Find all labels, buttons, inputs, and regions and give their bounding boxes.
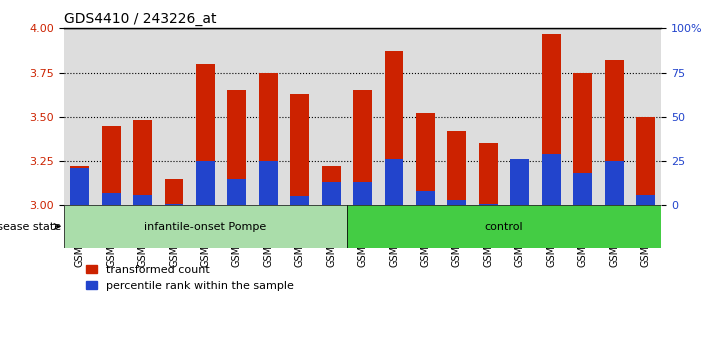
Bar [353,90,372,205]
Bar [385,51,403,205]
Bar [133,120,152,205]
Bar [290,94,309,205]
Bar [542,34,561,205]
Bar [102,193,121,205]
Bar [416,191,435,205]
FancyBboxPatch shape [64,205,347,248]
FancyBboxPatch shape [347,205,661,248]
Bar [604,161,624,205]
Bar [322,166,341,205]
Bar [322,182,341,205]
Text: infantile-onset Pompe: infantile-onset Pompe [144,222,267,232]
Bar [196,64,215,205]
Bar [510,159,529,205]
Bar [102,126,121,205]
Bar [228,179,246,205]
Bar [353,182,372,205]
Bar [70,168,89,205]
Bar [196,161,215,205]
Text: disease state: disease state [0,222,60,232]
Bar [510,159,529,205]
Bar [385,159,403,205]
Bar [636,117,655,205]
Bar [164,179,183,205]
Bar [604,60,624,205]
Bar [542,154,561,205]
Bar [636,195,655,205]
Text: GDS4410 / 243226_at: GDS4410 / 243226_at [64,12,216,26]
Bar [416,113,435,205]
Bar [70,166,89,205]
Bar [447,200,466,205]
Bar [290,196,309,205]
Text: control: control [485,222,523,232]
Bar [479,143,498,205]
Bar [228,90,246,205]
Bar [164,204,183,205]
Bar [259,73,278,205]
Bar [133,195,152,205]
Legend: transformed count, percentile rank within the sample: transformed count, percentile rank withi… [82,261,298,295]
Bar [447,131,466,205]
Bar [259,161,278,205]
Bar [573,173,592,205]
Bar [479,204,498,205]
Bar [573,73,592,205]
